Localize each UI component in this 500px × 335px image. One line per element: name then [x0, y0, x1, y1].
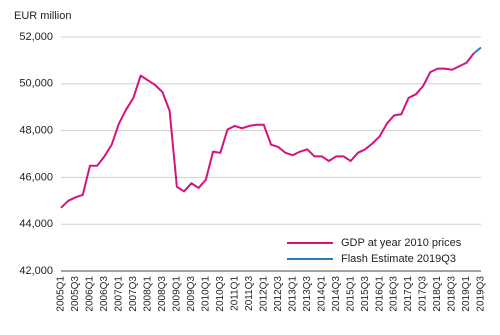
x-tick-label: 2014Q3: [331, 276, 342, 312]
x-tick-label: 2018Q3: [447, 276, 458, 312]
y-tick-label: 52,000: [19, 31, 53, 43]
x-tick-label: 2016Q3: [389, 276, 400, 312]
x-tick-label: 2014Q1: [316, 276, 327, 312]
x-tick-label: 2017Q1: [403, 276, 414, 312]
legend-label: Flash Estimate 2019Q3: [341, 253, 456, 265]
x-tick-label: 2013Q3: [302, 276, 313, 312]
x-tick-label: 2019Q1: [461, 276, 472, 312]
x-tick-label: 2006Q1: [85, 276, 96, 312]
data-line: [473, 46, 482, 55]
x-tick-label: 2005Q3: [70, 276, 81, 312]
data-line: [60, 52, 475, 209]
y-tick-label: 42,000: [19, 265, 53, 277]
x-tick-label: 2007Q3: [128, 276, 139, 312]
y-tick-label: 46,000: [19, 171, 53, 183]
x-tick-label: 2015Q1: [345, 276, 356, 312]
x-tick-label: 2012Q3: [273, 276, 284, 312]
x-tick-label: 2016Q1: [374, 276, 385, 312]
x-tick-label: 2018Q1: [432, 276, 443, 312]
x-tick-label: 2011Q1: [229, 276, 240, 311]
y-axis-label: EUR million: [14, 10, 71, 22]
x-tick-label: 2008Q3: [157, 276, 168, 312]
x-tick-label: 2009Q1: [172, 276, 183, 312]
x-tick-label: 2019Q3: [476, 276, 487, 312]
x-tick-label: 2007Q1: [114, 276, 125, 312]
x-tick-label: 2017Q3: [418, 276, 429, 312]
x-tick-label: 2006Q3: [99, 276, 110, 312]
y-tick-label: 44,000: [19, 218, 53, 230]
x-tick-label: 2015Q3: [360, 276, 371, 312]
x-tick-label: 2009Q3: [186, 276, 197, 312]
x-tick-label: 2010Q3: [215, 276, 226, 312]
x-tick-label: 2013Q1: [287, 276, 298, 312]
legend-label: GDP at year 2010 prices: [341, 237, 462, 249]
x-tick-label: 2011Q3: [244, 276, 255, 311]
x-tick-label: 2010Q1: [200, 276, 211, 312]
y-tick-label: 48,000: [19, 125, 53, 137]
y-tick-label: 50,000: [19, 78, 53, 90]
x-tick-label: 2005Q1: [56, 276, 67, 312]
x-tick-label: 2008Q1: [143, 276, 154, 312]
x-tick-label: 2012Q1: [258, 276, 269, 312]
